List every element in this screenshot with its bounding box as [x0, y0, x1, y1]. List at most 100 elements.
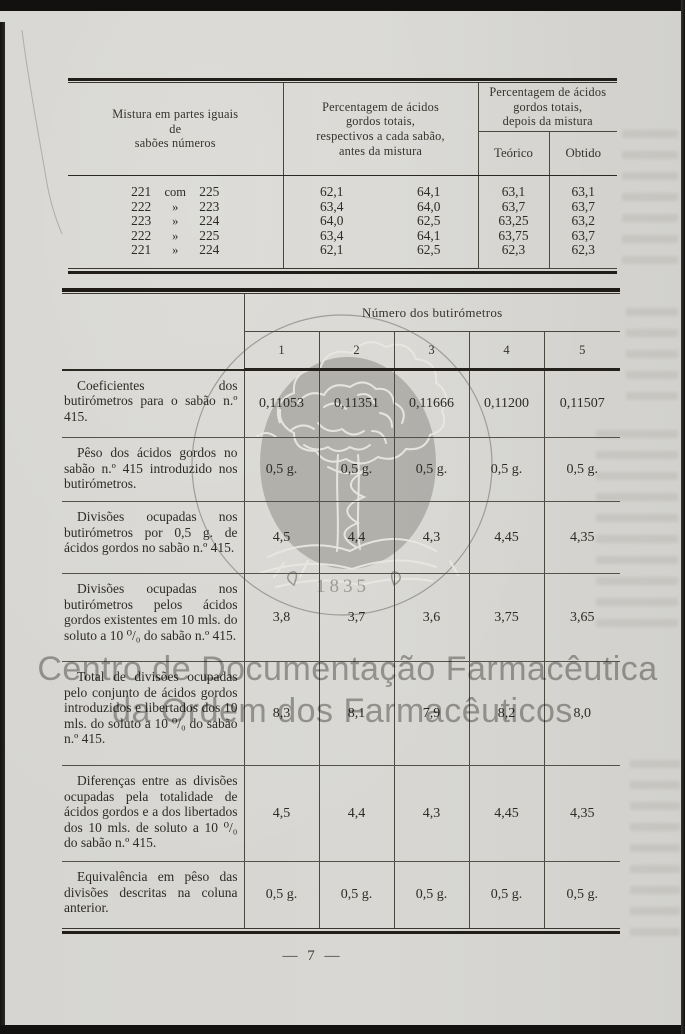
butyrometer-number: 5	[544, 331, 621, 371]
cell-value: 4,35	[544, 501, 621, 574]
cell-value: 4,35	[544, 765, 621, 862]
col-header-before-mixture: Percentagem de ácidos gordos totais, res…	[283, 83, 479, 176]
cell-value: 0,5 g.	[469, 861, 545, 928]
pct-before-b: 64,0	[380, 199, 479, 215]
mixture-separator: »	[172, 214, 179, 229]
mixture-separator: com	[164, 185, 187, 199]
cell-value: 8,3	[244, 661, 320, 766]
table-row: Equivalência em pêso das divisões descri…	[62, 861, 620, 928]
cell-value: 3,6	[394, 573, 470, 662]
table1-bottom-rule	[68, 270, 617, 274]
cell-value: 4,4	[319, 765, 395, 862]
subheader-teorico: Teórico	[478, 131, 550, 176]
soap-number-a: 223	[131, 213, 152, 229]
pct-before-a: 63,4	[320, 198, 344, 214]
cell-value: 0,11507	[544, 369, 621, 438]
table2-top-rule	[62, 288, 620, 292]
row-label: Pêso dos ácidos gordos no sabão n.º 415 …	[64, 445, 238, 492]
cell-value: 0,5 g.	[319, 437, 395, 502]
table-row: Diferenças entre as divisões ocupadas pe…	[62, 765, 621, 862]
bleedthrough-artifact	[622, 130, 678, 270]
pct-teorico: 62,3	[478, 243, 550, 268]
cell-value: 0,5 g.	[394, 861, 470, 928]
soap-number-a: 222	[131, 227, 152, 243]
cell-value: 3,65	[544, 573, 621, 662]
cell-value: 3,7	[319, 573, 395, 662]
scan-edge-top	[0, 0, 685, 11]
cell-value: 4,3	[394, 765, 470, 862]
cell-value: 0,5 g.	[244, 437, 320, 502]
table-row: 221 com 225 62,1 64,1 63,1 63,1	[68, 175, 617, 200]
pct-teorico: 63,1	[478, 175, 550, 200]
table-row: 222 » 225 63,4 64,1 63,75 63,7	[68, 227, 617, 244]
subheader-obtido: Obtido	[549, 131, 617, 176]
cell-value: 0,5 g.	[319, 861, 395, 928]
cell-value: 4,45	[469, 501, 545, 574]
cell-value: 4,4	[319, 501, 395, 574]
pct-before-a: 63,4	[320, 227, 344, 243]
pct-teorico: 63,25	[478, 214, 550, 229]
scan-edge-bottom	[0, 1025, 685, 1034]
cell-value: 8,1	[319, 661, 395, 766]
soap-number-a: 221	[131, 184, 152, 199]
soap-number-b: 224	[199, 242, 220, 258]
table-row: 223 » 224 64,0 62,5 63,25 63,2	[68, 214, 617, 229]
row-label: Diferenças entre as divisões ocupadas pe…	[64, 773, 238, 851]
butyrometer-number-row: 1 2 3 4 5	[62, 331, 621, 371]
cell-value: 3,8	[244, 573, 320, 662]
scan-edge-right	[681, 0, 685, 1034]
pct-teorico: 63,7	[478, 199, 550, 215]
table-row: Total de divisões ocupadas pelo conjunto…	[62, 661, 621, 766]
cell-value: 4,45	[469, 765, 545, 862]
table-row: Coeficientes dos butirómetros para o sab…	[62, 369, 621, 438]
col-header-after-mixture: Percentagem de ácidos gordos totais, dep…	[478, 83, 617, 132]
cell-value: 4,5	[244, 765, 320, 862]
mixture-separator: »	[172, 243, 179, 258]
scan-edge-left	[0, 22, 5, 1025]
cell-value: 0,11053	[244, 369, 320, 438]
pct-before-b: 62,5	[380, 243, 479, 268]
pct-before-a: 64,0	[320, 213, 344, 229]
table-row: 221 » 224 62,1 62,5 62,3 62,3	[68, 243, 617, 268]
butyrometer-table: Número dos butirómetros 1 2 3 4 5 Coefic…	[62, 288, 621, 934]
table-row: Divisões ocupadas nos butirómetros pelos…	[62, 573, 621, 662]
table1-top-rule	[68, 78, 617, 81]
pct-before-b: 64,1	[380, 175, 479, 200]
mixture-separator: »	[172, 199, 179, 214]
cell-value: 0,5 g.	[544, 437, 621, 502]
butyrometer-number: 1	[244, 331, 320, 371]
pct-teorico: 63,75	[478, 228, 550, 244]
cell-value: 0,11351	[319, 369, 395, 438]
page-number: — 7 —	[282, 948, 343, 964]
teorico-obtido-double-rule	[478, 268, 617, 269]
row-label: Coeficientes dos butirómetros para o sab…	[64, 377, 238, 424]
row-label: Total de divisões ocupadas pelo conjunto…	[64, 669, 238, 747]
mixture-separator: »	[172, 228, 179, 243]
butyrometer-number: 3	[394, 331, 470, 371]
row-label: Equivalência em pêso das divisões descri…	[64, 869, 238, 916]
bleedthrough-artifact	[630, 760, 680, 940]
pct-obtido: 63,2	[571, 213, 595, 229]
pct-before-a: 62,1	[320, 184, 344, 199]
soap-number-b: 223	[199, 198, 220, 214]
mixture-percentage-table: Mistura em partes iguais de sabões númer…	[68, 78, 617, 274]
cell-value: 8,2	[469, 661, 545, 766]
table-row: Pêso dos ácidos gordos no sabão n.º 415 …	[62, 437, 621, 502]
cell-value: 4,3	[394, 501, 470, 574]
cell-value: 0,11200	[469, 369, 545, 438]
butyrometer-number: 2	[319, 331, 395, 371]
soap-number-b: 225	[199, 227, 220, 243]
pct-obtido: 63,1	[571, 184, 595, 199]
table1-top-rule-thin	[68, 82, 617, 83]
pct-obtido: 63,7	[571, 227, 595, 243]
pct-before-a: 62,1	[320, 242, 344, 258]
cell-value: 3,75	[469, 573, 545, 662]
pct-before-b: 62,5	[380, 214, 479, 229]
cell-value: 0,11666	[394, 369, 470, 438]
table2-bottom-rule	[62, 930, 620, 934]
cell-value: 0,5 g.	[469, 437, 545, 502]
table2-top-rule-thin	[62, 293, 620, 294]
soap-number-a: 221	[131, 242, 152, 258]
table-row: Divisões ocupadas nos butirómetros por 0…	[62, 501, 621, 574]
soap-number-b: 225	[199, 184, 220, 199]
